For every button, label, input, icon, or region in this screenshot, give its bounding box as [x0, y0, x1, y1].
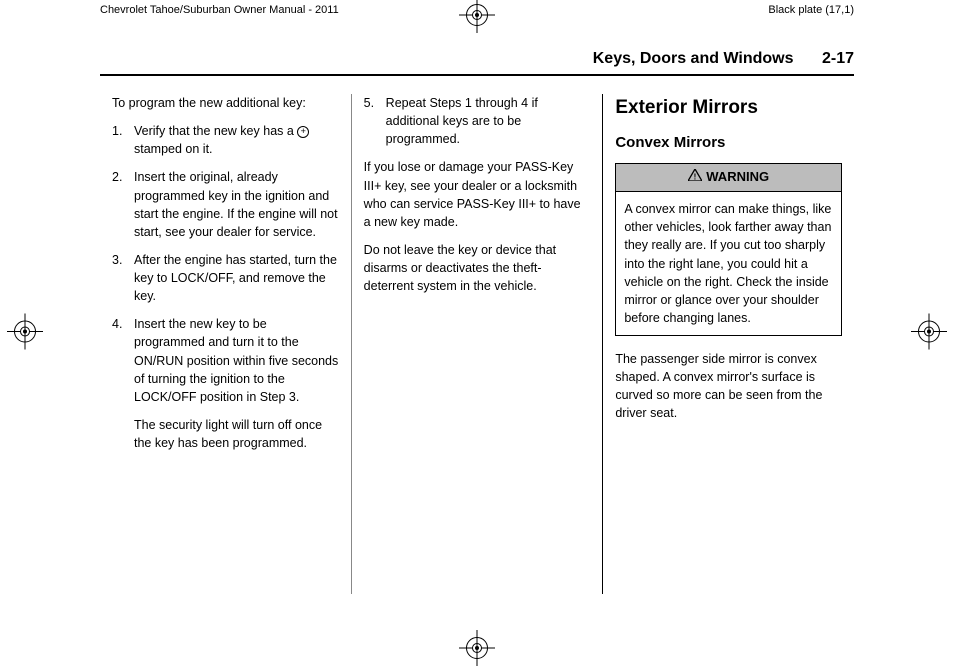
- step-1: Verify that the new key has a + stamped …: [112, 122, 339, 158]
- crop-mark-bottom: [466, 637, 488, 664]
- step-1-prefix: Verify that the new key has a: [134, 124, 297, 138]
- step-4: Insert the new key to be programmed and …: [112, 315, 339, 406]
- warning-label: WARNING: [706, 169, 769, 184]
- convex-description: The passenger side mirror is convex shap…: [615, 350, 842, 423]
- section-title: Keys, Doors and Windows: [593, 50, 794, 67]
- step-2: Insert the original, already programmed …: [112, 168, 339, 241]
- exterior-mirrors-heading: Exterior Mirrors: [615, 94, 842, 122]
- column-3: Exterior Mirrors Convex Mirrors ! WARNIN…: [602, 94, 854, 594]
- column-2: Repeat Steps 1 through 4 if additional k…: [351, 94, 603, 594]
- step-5: Repeat Steps 1 through 4 if additional k…: [364, 94, 591, 148]
- lost-key-para: If you lose or damage your PASS-Key III+…: [364, 158, 591, 231]
- content-columns: To program the new additional key: Verif…: [100, 94, 854, 594]
- intro-text: To program the new additional key:: [112, 94, 339, 112]
- step-4-note: The security light will turn off once th…: [112, 416, 339, 452]
- plate-label: Black plate (17,1): [477, 4, 854, 16]
- warning-box: ! WARNING A convex mirror can make thing…: [615, 163, 842, 336]
- crop-mark-left: [14, 321, 36, 348]
- crop-mark-top: [466, 4, 488, 31]
- plus-stamp-icon: +: [297, 126, 309, 138]
- running-header: Keys, Doors and Windows 2-17: [100, 50, 854, 76]
- warning-body: A convex mirror can make things, like ot…: [616, 192, 841, 335]
- page-body: Keys, Doors and Windows 2-17 To program …: [100, 50, 854, 610]
- convex-mirrors-heading: Convex Mirrors: [615, 132, 842, 154]
- column-1: To program the new additional key: Verif…: [100, 94, 351, 594]
- svg-text:!: !: [694, 173, 697, 182]
- crop-mark-right: [918, 321, 940, 348]
- warning-triangle-icon: !: [688, 168, 702, 187]
- page-number: 2-17: [822, 50, 854, 67]
- programming-steps: Verify that the new key has a + stamped …: [112, 122, 339, 406]
- theft-para: Do not leave the key or device that disa…: [364, 241, 591, 295]
- manual-title: Chevrolet Tahoe/Suburban Owner Manual - …: [100, 4, 477, 16]
- warning-title: ! WARNING: [616, 164, 841, 192]
- step-3: After the engine has started, turn the k…: [112, 251, 339, 305]
- step-1-suffix: stamped on it.: [134, 142, 213, 156]
- programming-steps-cont: Repeat Steps 1 through 4 if additional k…: [364, 94, 591, 148]
